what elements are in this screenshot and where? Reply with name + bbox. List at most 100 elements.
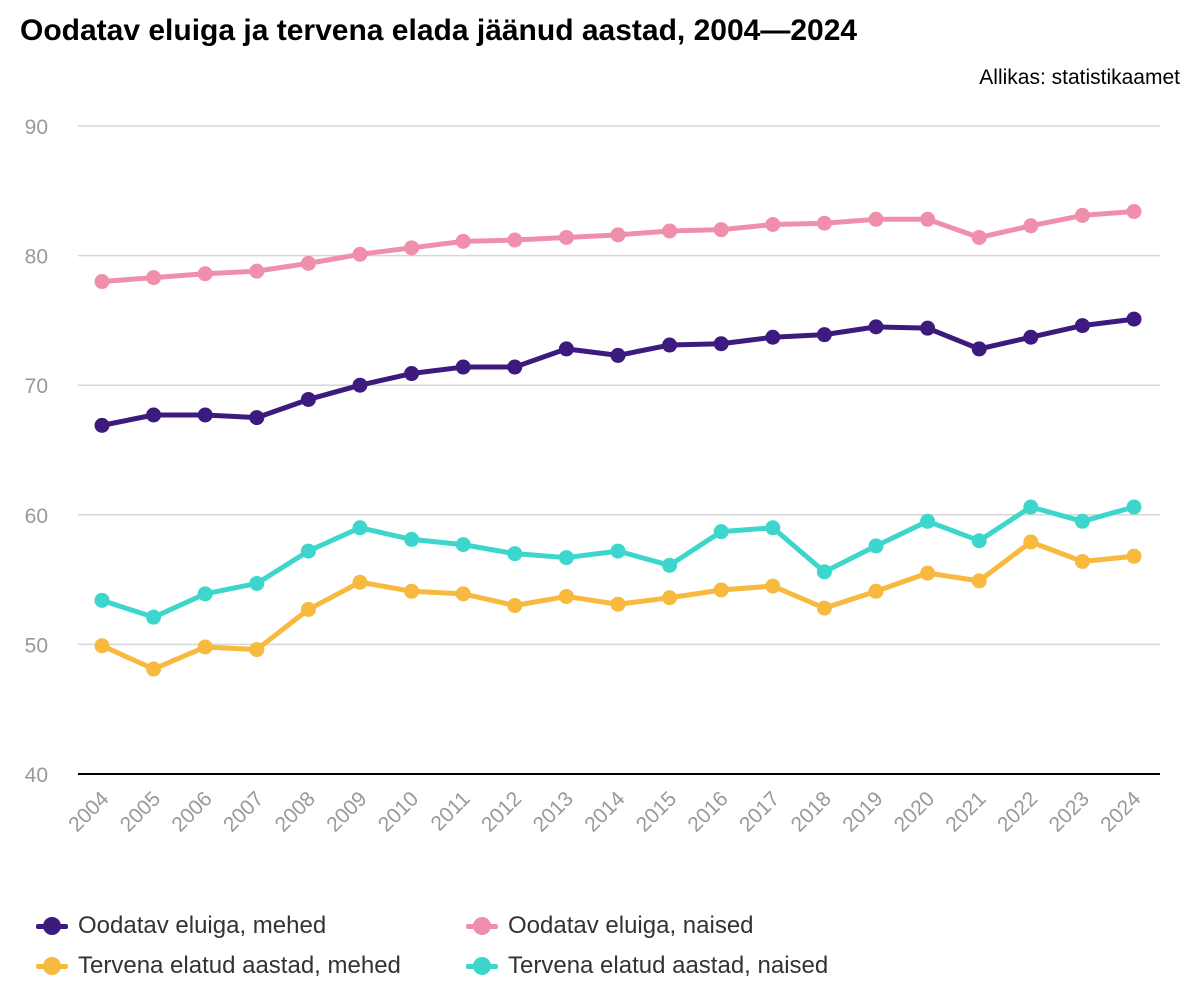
data-point [558,341,574,357]
x-tick-label: 2019 [838,787,887,836]
data-point [1074,513,1090,529]
data-point [352,377,368,393]
data-point [1023,534,1039,550]
x-tick-label: 2008 [271,787,320,836]
data-point [713,582,729,598]
legend-label: Oodatav eluiga, mehed [78,912,327,939]
data-point [1126,548,1142,564]
data-point [197,407,213,423]
data-point [352,520,368,536]
chart-title: Oodatav eluiga ja tervena elada jäänud a… [20,14,858,47]
x-tick-label: 2006 [167,787,216,836]
x-tick-label: 2017 [735,787,784,836]
data-point [868,538,884,554]
data-point [404,240,420,256]
data-point [507,359,523,375]
data-point [610,596,626,612]
data-point [765,578,781,594]
data-point [1023,499,1039,515]
legend-item-series-0[interactable]: Oodatav eluiga, mehed [36,912,326,940]
data-point [94,417,110,433]
data-point [352,246,368,262]
legend-label: Oodatav eluiga, naised [508,912,754,939]
x-tick-label: 2014 [580,787,630,837]
data-point [713,222,729,238]
y-tick-label: 50 [25,634,48,657]
data-point [249,263,265,279]
data-point [610,543,626,559]
data-point [94,592,110,608]
y-tick-label: 40 [25,764,48,787]
x-tick-label: 2010 [374,787,423,836]
data-point [249,575,265,591]
x-tick-label: 2012 [477,787,526,836]
data-point [455,537,471,553]
legend-marker-icon [466,916,498,936]
data-point [662,590,678,606]
legend-item-series-1[interactable]: Oodatav eluiga, naised [466,912,754,940]
data-point [455,233,471,249]
data-point [816,327,832,343]
x-tick-label: 2021 [941,787,990,836]
data-point [971,229,987,245]
data-point [920,320,936,336]
x-tick-label: 2009 [322,787,371,836]
data-point [197,266,213,282]
data-point [404,531,420,547]
data-point [249,410,265,426]
x-tick-label: 2024 [1096,787,1146,837]
data-point [455,359,471,375]
x-tick-label: 2007 [219,787,268,836]
x-tick-label: 2004 [64,787,114,837]
series-line-0 [99,316,1137,428]
data-point [146,661,162,677]
data-point [94,274,110,290]
data-point [1074,318,1090,334]
data-point [300,391,316,407]
legend-marker-icon [36,956,68,976]
data-point [558,550,574,566]
data-point [1023,329,1039,345]
data-point [197,586,213,602]
data-point [146,270,162,286]
legend-item-series-3[interactable]: Tervena elatud aastad, naised [466,952,828,980]
data-point [507,546,523,562]
legend-marker-icon [36,916,68,936]
data-point [352,574,368,590]
data-point [94,638,110,654]
data-point [404,366,420,382]
data-point [765,216,781,232]
chart-source: Allikas: statistikaamet [979,66,1180,89]
data-point [662,337,678,353]
data-point [300,255,316,271]
data-point [1074,553,1090,569]
data-point [920,565,936,581]
data-point [300,601,316,617]
x-tick-label: 2022 [993,787,1042,836]
x-tick-label: 2018 [787,787,836,836]
x-tick-label: 2013 [529,787,578,836]
data-point [1023,218,1039,234]
data-point [868,583,884,599]
data-point [249,642,265,658]
data-point [816,600,832,616]
data-point [507,598,523,614]
data-point [610,227,626,243]
legend-marker-icon [466,956,498,976]
x-tick-label: 2011 [427,787,475,835]
data-point [1126,499,1142,515]
data-point [662,223,678,239]
legend-label: Tervena elatud aastad, naised [508,952,829,979]
legend-item-series-2[interactable]: Tervena elatud aastad, mehed [36,952,401,980]
data-point [300,543,316,559]
y-tick-label: 70 [25,375,48,398]
y-tick-label: 60 [25,505,48,528]
data-point [146,609,162,625]
x-tick-label: 2015 [632,787,681,836]
x-tick-label: 2020 [890,787,939,836]
data-point [713,524,729,540]
data-point [816,215,832,231]
data-point [920,513,936,529]
data-point [765,329,781,345]
x-tick-label: 2005 [116,787,165,836]
